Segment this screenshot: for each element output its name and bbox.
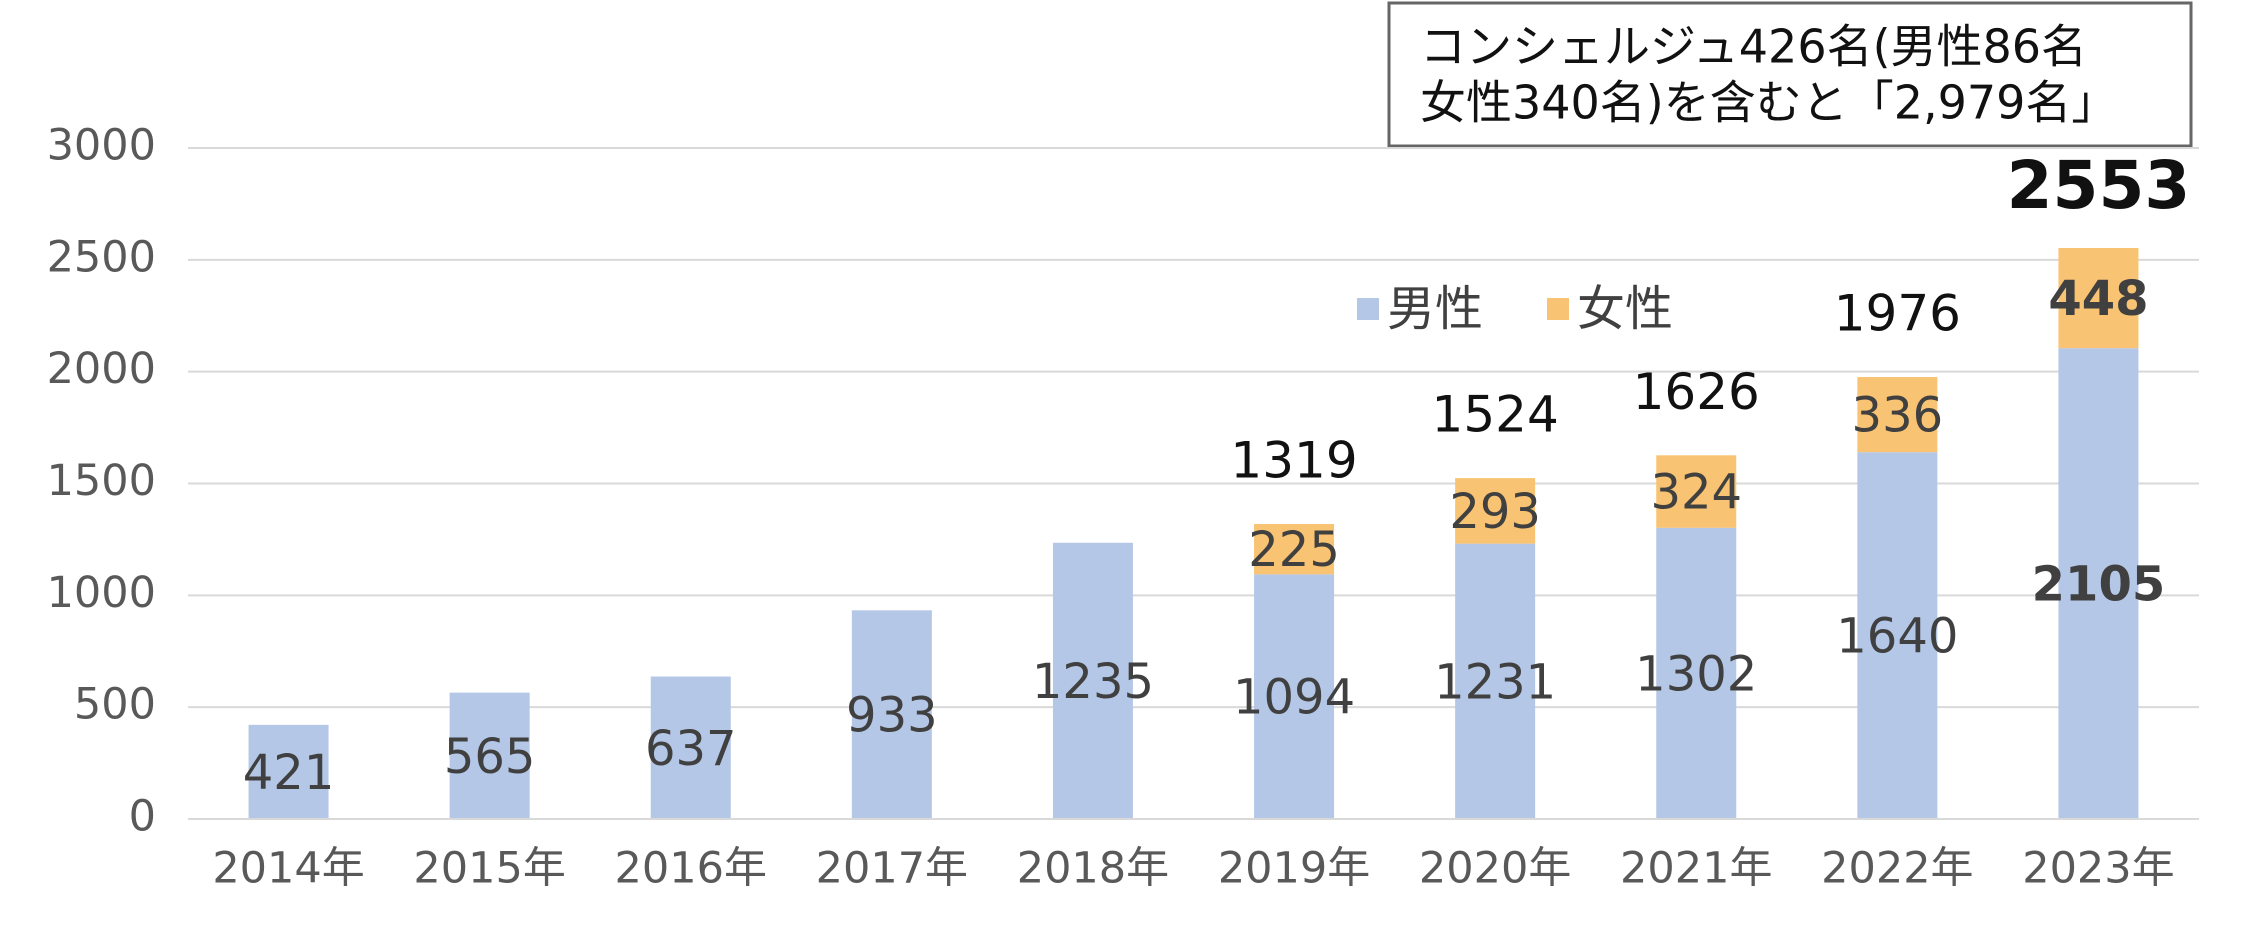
x-tick-label: 2017年	[816, 844, 968, 894]
x-tick-label: 2021年	[1620, 844, 1772, 894]
value-label: 1302	[1635, 646, 1757, 702]
value-label: 324	[1650, 465, 1742, 521]
value-label: 421	[243, 745, 335, 801]
value-label: 1231	[1434, 654, 1556, 710]
bar-segment	[1656, 455, 1737, 528]
bar-segment	[2058, 247, 2139, 349]
value-label: 225	[1248, 522, 1340, 578]
bar-segment	[1254, 574, 1335, 819]
legend-swatch	[1357, 298, 1379, 320]
annotation-box	[1387, 1, 2193, 148]
x-tick-label: 2015年	[413, 844, 565, 894]
total-label: 1524	[1432, 386, 1559, 444]
y-tick-label: 2000	[47, 344, 156, 394]
total-label: 1626	[1633, 363, 1760, 421]
value-label: 448	[2048, 271, 2148, 327]
annotation-line: 女性340名)を含むと「2,979名」	[1420, 76, 2117, 130]
x-tick-label: 2014年	[212, 844, 364, 894]
value-label: 1235	[1032, 654, 1154, 710]
value-label: 293	[1449, 484, 1541, 540]
legend-label: 女性	[1577, 281, 1673, 337]
y-tick-label: 0	[129, 792, 156, 842]
value-label: 933	[846, 688, 938, 744]
x-tick-label: 2020年	[1419, 844, 1571, 894]
bar-segment	[1052, 542, 1133, 819]
legend-swatch	[1547, 298, 1569, 320]
x-tick-label: 2019年	[1218, 844, 1370, 894]
total-label: 1976	[1834, 285, 1961, 343]
bar-segment	[1455, 543, 1536, 819]
y-tick-label: 1000	[47, 568, 156, 618]
bar-segment	[851, 610, 932, 819]
value-label: 565	[444, 729, 536, 785]
y-tick-label: 2500	[47, 232, 156, 282]
total-label: 2553	[2007, 147, 2191, 224]
x-tick-label: 2022年	[1821, 844, 1973, 894]
value-label: 2105	[2032, 557, 2166, 613]
bar-segment	[1857, 377, 1938, 453]
bar-segment	[1455, 478, 1536, 544]
x-tick-label: 2016年	[615, 844, 767, 894]
legend-label: 男性	[1387, 281, 1483, 337]
bar-segment	[449, 692, 530, 819]
bar-segment	[1857, 452, 1938, 819]
x-tick-label: 2023年	[2022, 844, 2174, 894]
y-tick-label: 500	[74, 680, 156, 730]
bar-segment	[1656, 527, 1737, 819]
x-tick-label: 2018年	[1017, 844, 1169, 894]
value-label: 1094	[1233, 670, 1355, 726]
bar-segment	[248, 724, 329, 819]
value-label: 336	[1852, 388, 1944, 444]
bar-segment	[650, 676, 731, 819]
value-label: 1640	[1836, 609, 1958, 665]
value-label: 637	[645, 721, 737, 777]
y-tick-label: 1500	[47, 456, 156, 506]
bar-segment	[1254, 523, 1335, 575]
y-tick-label: 3000	[47, 121, 156, 171]
annotation-line: コンシェルジュ426名(男性86名	[1420, 20, 2087, 74]
total-label: 1319	[1230, 431, 1357, 489]
bar-segment	[2058, 348, 2139, 819]
